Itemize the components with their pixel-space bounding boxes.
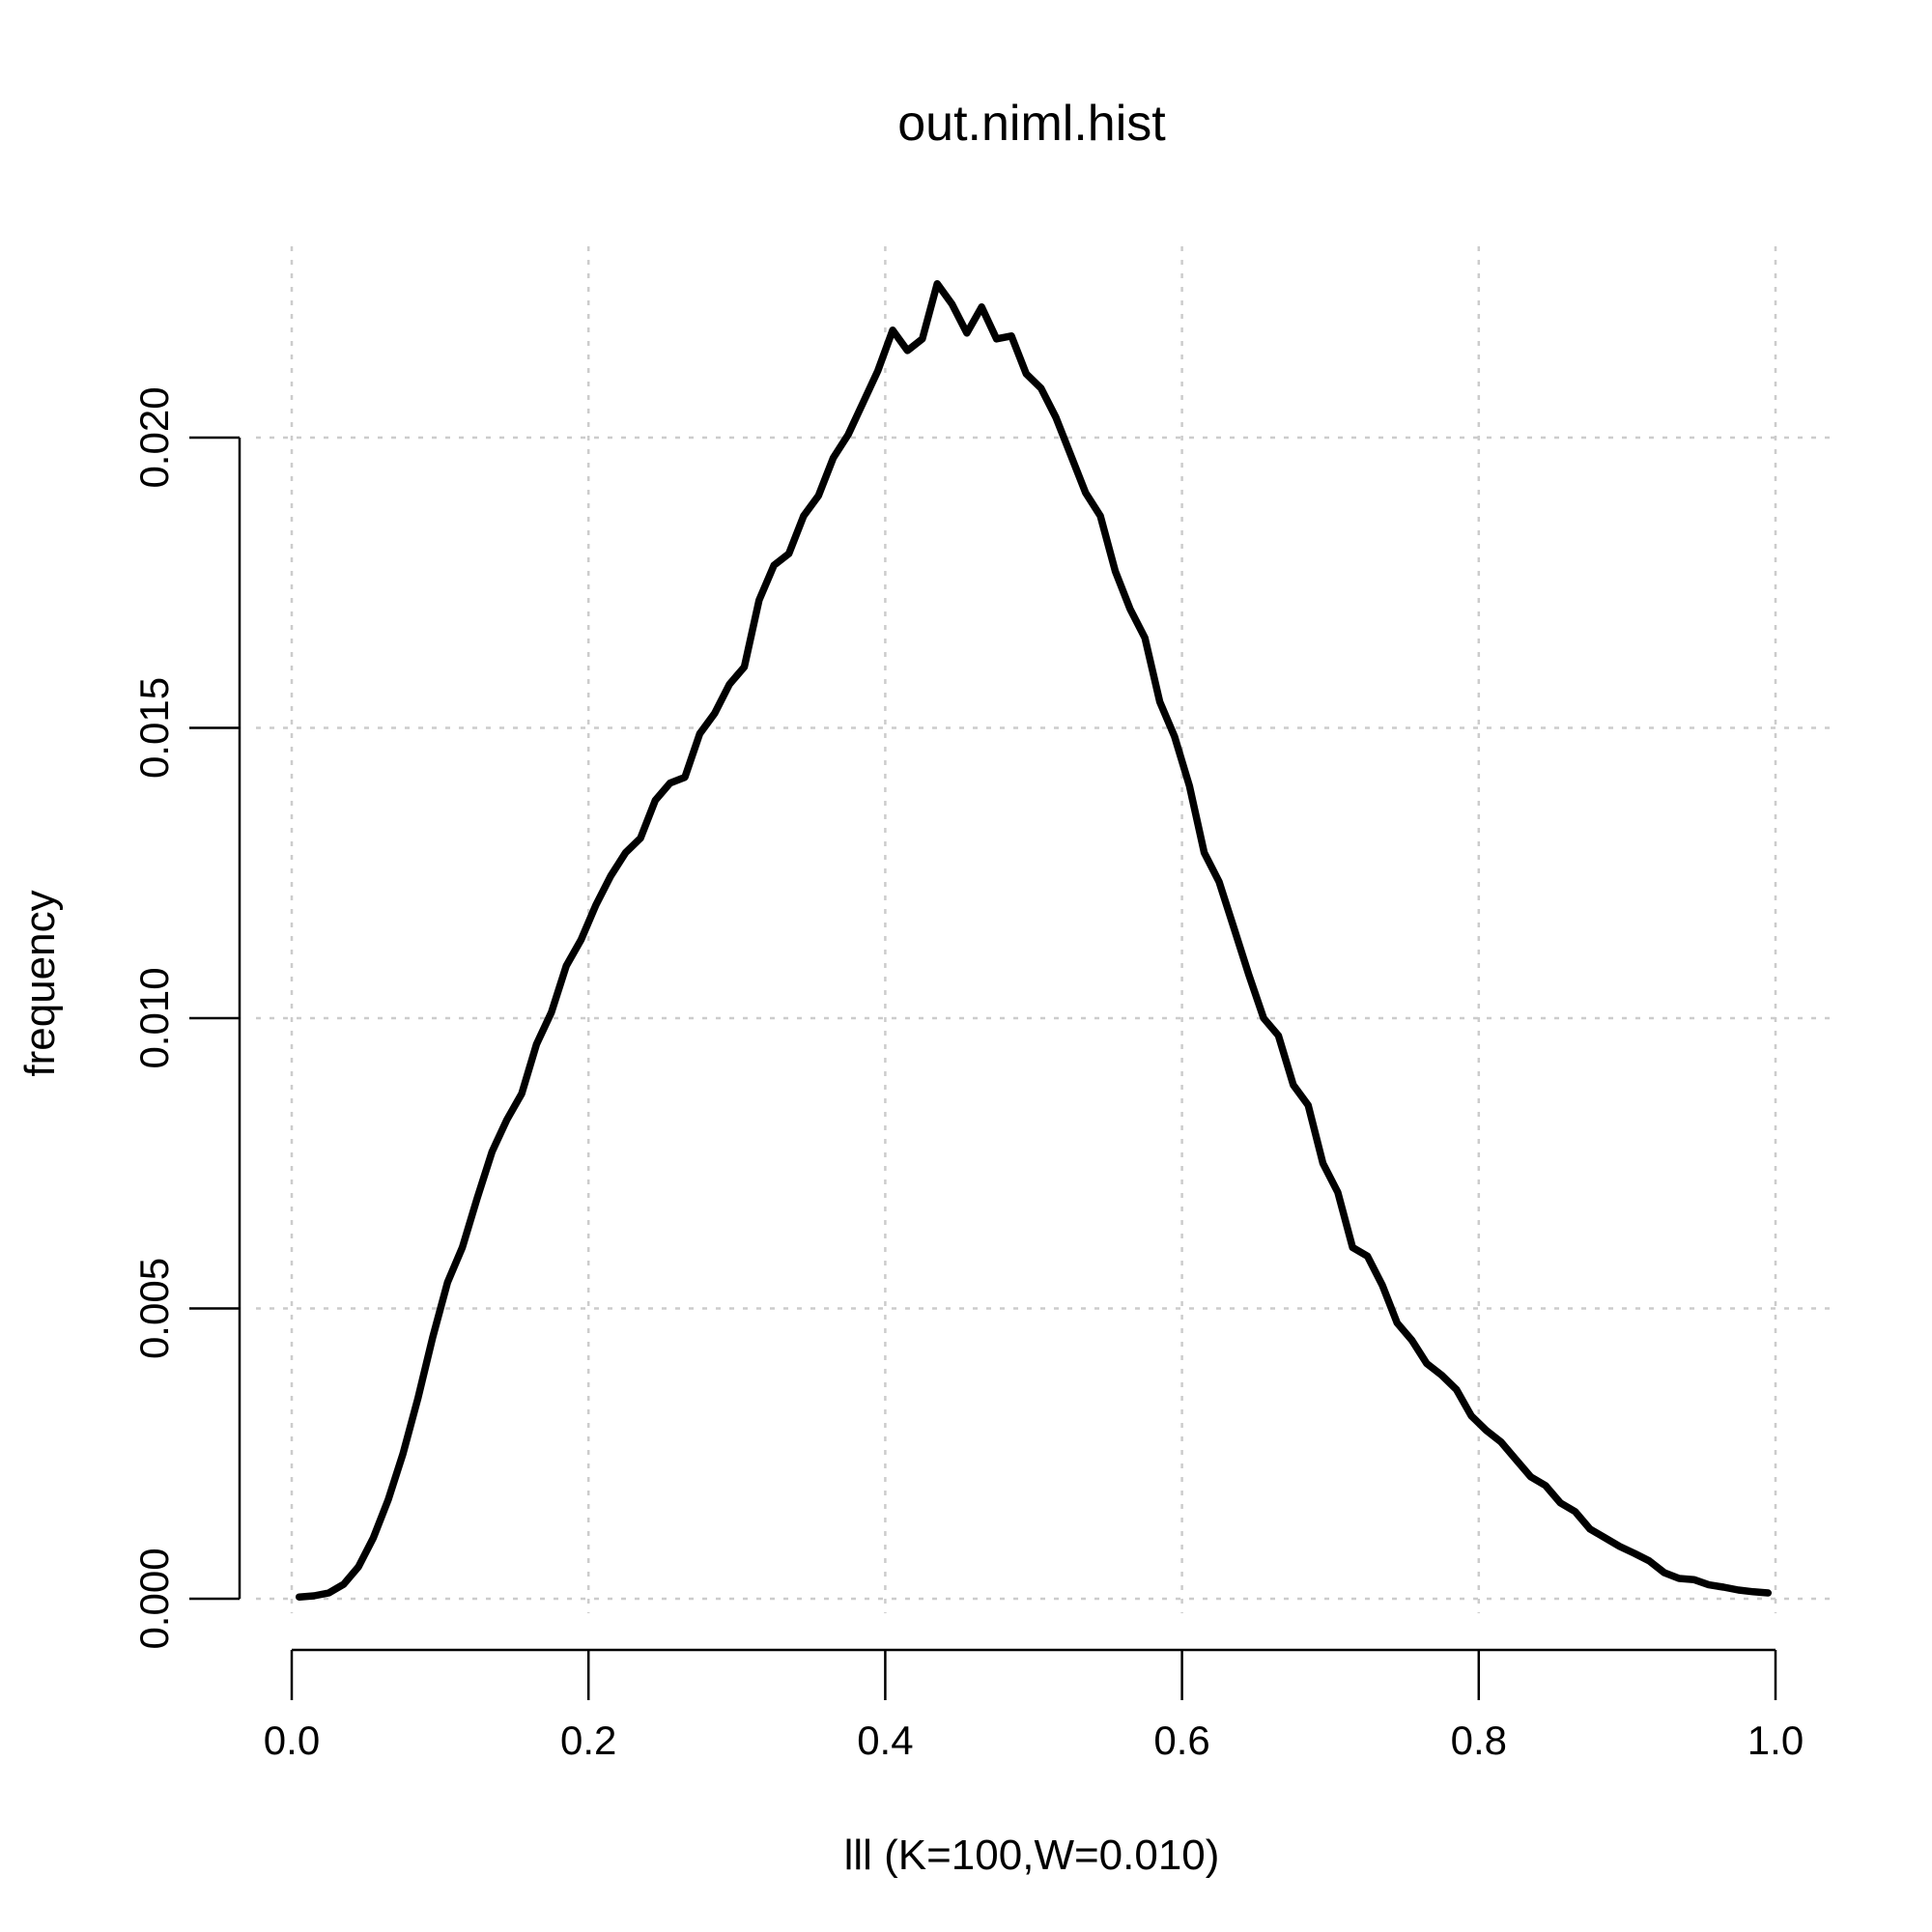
- x-tick-label: 0.8: [1451, 1718, 1507, 1763]
- tick-labels: 0.000 0.005 0.010 0.015 0.020 0.0 0.2 0.4 0.6 0.8…: [131, 386, 1804, 1763]
- y-tick-label: 0.005: [131, 1258, 177, 1359]
- chart-title: out.niml.hist: [897, 96, 1166, 152]
- y-tick-label: 0.015: [131, 677, 177, 779]
- x-tick-label: 0.6: [1153, 1718, 1209, 1763]
- x-tick-label: 1.0: [1747, 1718, 1804, 1763]
- y-tick-label: 0.000: [131, 1548, 177, 1649]
- axes: [189, 436, 1777, 1700]
- series-line: [295, 279, 1773, 1601]
- x-tick-label: 0.0: [264, 1718, 320, 1763]
- x-axis-title: lll (K=100,W=0.010): [844, 1832, 1220, 1879]
- x-tick-label: 0.4: [857, 1718, 913, 1763]
- y-tick-label: 0.020: [131, 386, 177, 488]
- y-axis-title: frequency: [16, 890, 64, 1076]
- grid: [256, 246, 1831, 1613]
- x-tick-label: 0.2: [560, 1718, 616, 1763]
- y-tick-label: 0.010: [131, 967, 177, 1068]
- plot-area: [295, 279, 1773, 1601]
